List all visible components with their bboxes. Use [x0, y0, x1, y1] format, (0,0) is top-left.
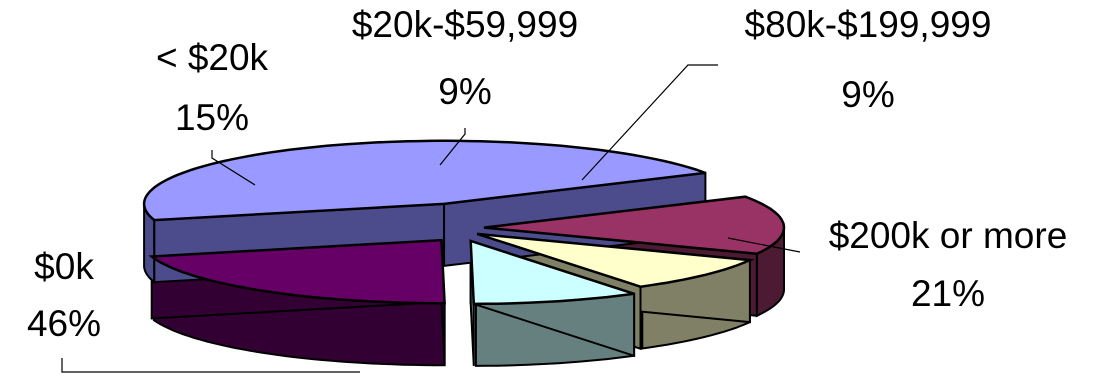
- leader-lines: [61, 64, 801, 373]
- pie-slice-4: [148, 238, 446, 305]
- leader-line-3: [581, 64, 718, 181]
- label-percent-0: 46%: [27, 303, 101, 344]
- label-percent-2: 9%: [438, 71, 491, 112]
- pie-slice-3: [469, 239, 635, 306]
- leader-line-2: [439, 128, 466, 166]
- pie-slice-2: [476, 232, 755, 288]
- label-category-4: $200k or more: [829, 215, 1068, 256]
- label-category-2: $20k-$59,999: [352, 4, 578, 45]
- leader-line-1: [211, 150, 256, 186]
- label-percent-1: 15%: [175, 97, 249, 138]
- label-category-0: $0k: [34, 246, 94, 287]
- label-category-1: < $20k: [156, 37, 269, 78]
- label-category-3: $80k-$199,999: [745, 4, 992, 45]
- pie-top-layer: [142, 139, 786, 306]
- label-percent-3: 9%: [841, 74, 894, 115]
- leader-line-0: [61, 358, 360, 373]
- label-percent-4: 21%: [911, 273, 985, 314]
- pie-slice-0: [142, 139, 706, 222]
- leader-line-4: [727, 237, 801, 253]
